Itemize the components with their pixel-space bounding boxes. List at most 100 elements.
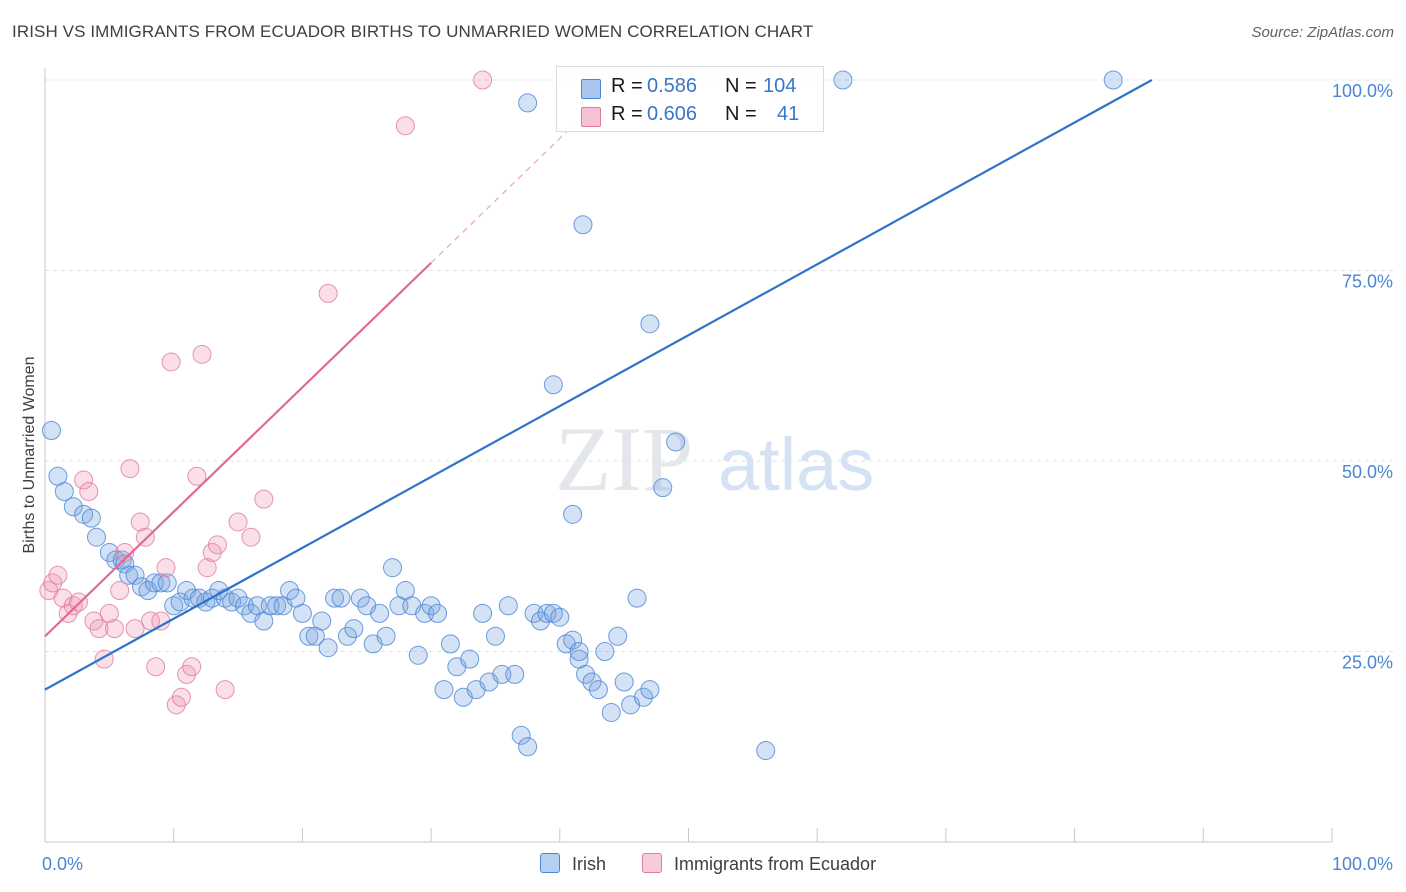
y-tick-label: 100.0% bbox=[1332, 81, 1393, 101]
irish-point bbox=[267, 596, 287, 616]
irish-point bbox=[640, 680, 660, 700]
irish-point bbox=[119, 565, 139, 585]
bottom-legend-ecuador[interactable]: Immigrants from Ecuador bbox=[642, 853, 876, 875]
ecuador-point bbox=[135, 527, 155, 547]
irish-point bbox=[608, 626, 628, 646]
ecuador-point bbox=[104, 619, 124, 639]
ecuador-point bbox=[89, 619, 109, 639]
ecuador-point bbox=[197, 558, 217, 578]
ecuador-trend-line bbox=[44, 262, 432, 638]
irish-point bbox=[595, 642, 615, 661]
ecuador-point bbox=[130, 512, 150, 532]
ecuador-point bbox=[63, 596, 83, 616]
irish-point bbox=[653, 478, 673, 498]
legend-n-value: 104 bbox=[763, 75, 797, 97]
irish-point bbox=[376, 626, 396, 646]
ticks-layer: 25.0% 50.0% 75.0% 100.0% 0.0% 100.0% bbox=[42, 81, 1393, 874]
irish-point bbox=[633, 687, 653, 707]
legend-swatch-ecuador bbox=[642, 853, 662, 873]
irish-point bbox=[228, 588, 248, 608]
irish-point bbox=[524, 603, 544, 623]
irish-point bbox=[588, 680, 608, 700]
ecuador-point bbox=[74, 470, 94, 490]
ecuador-point bbox=[141, 611, 161, 631]
irish-point bbox=[563, 630, 583, 650]
legend-swatch-irish bbox=[581, 79, 601, 99]
ecuador-point bbox=[156, 558, 176, 578]
ecuador-point bbox=[110, 581, 130, 601]
irish-point bbox=[344, 619, 364, 639]
irish-point bbox=[370, 603, 390, 623]
legend-r-label: R = bbox=[611, 103, 643, 125]
trend-layer bbox=[44, 79, 1153, 691]
ecuador-point bbox=[207, 535, 227, 555]
irish-point bbox=[627, 588, 647, 608]
irish-point bbox=[498, 596, 518, 616]
irish-point bbox=[756, 741, 776, 761]
chart-title: IRISH VS IMMIGRANTS FROM ECUADOR BIRTHS … bbox=[12, 22, 814, 41]
irish-point bbox=[299, 626, 319, 646]
irish-point bbox=[518, 737, 538, 757]
ecuador-point bbox=[215, 680, 235, 700]
y-axis-label: Births to Unmarried Women bbox=[21, 356, 38, 554]
irish-trend-line bbox=[44, 79, 1153, 691]
watermark-atlas: atlas bbox=[718, 423, 874, 506]
x-tick-label: 100.0% bbox=[1332, 854, 1393, 874]
legend-r-value: 0.586 bbox=[647, 75, 698, 97]
watermark: ZIP atlas bbox=[555, 408, 874, 510]
ecuador-point bbox=[151, 611, 171, 631]
irish-point bbox=[518, 93, 538, 113]
irish-point bbox=[415, 603, 435, 623]
irish-point bbox=[550, 607, 570, 627]
irish-point bbox=[543, 375, 563, 395]
source-label: Source: ZipAtlas.com bbox=[1251, 24, 1394, 41]
irish-point bbox=[473, 603, 493, 623]
irish-point bbox=[569, 642, 589, 661]
irish-point bbox=[151, 573, 171, 593]
irish-point bbox=[434, 680, 454, 700]
y-tick-label: 50.0% bbox=[1342, 462, 1393, 482]
bottom-legend-label: Immigrants from Ecuador bbox=[674, 854, 877, 874]
ecuador-point bbox=[187, 466, 207, 486]
ecuador-point bbox=[53, 588, 73, 608]
ecuador-point bbox=[192, 344, 212, 364]
irish-point bbox=[511, 725, 531, 745]
irish-point bbox=[573, 215, 593, 235]
irish-point bbox=[440, 634, 460, 654]
irish-point bbox=[325, 588, 345, 608]
irish-point bbox=[125, 565, 145, 585]
irish-point bbox=[144, 573, 164, 593]
irish-point bbox=[280, 581, 300, 601]
legend-r-value: 0.606 bbox=[647, 103, 698, 125]
legend-row-ecuador: R = 0.606 N = 41 bbox=[557, 100, 823, 130]
legend-swatch-irish bbox=[540, 853, 560, 873]
y-tick-label: 25.0% bbox=[1342, 653, 1393, 673]
irish-point bbox=[292, 603, 312, 623]
ecuador-point bbox=[254, 489, 274, 509]
irish-point bbox=[234, 596, 254, 616]
irish-point bbox=[54, 481, 74, 501]
x-tick-label: 0.0% bbox=[42, 854, 83, 874]
ecuador-point bbox=[395, 116, 415, 136]
irish-point bbox=[81, 508, 101, 528]
irish-point bbox=[170, 592, 190, 612]
irish-point bbox=[833, 70, 853, 90]
ecuador-point bbox=[473, 70, 493, 90]
irish-point bbox=[209, 581, 229, 601]
ecuador-point bbox=[115, 542, 135, 562]
irish-point bbox=[537, 603, 557, 623]
ecuador-point bbox=[125, 619, 145, 639]
grid-layer bbox=[45, 79, 1395, 652]
irish-point bbox=[666, 432, 686, 452]
legend-n-label: N = bbox=[725, 103, 757, 125]
y-tick-label: 75.0% bbox=[1342, 272, 1393, 292]
irish-point bbox=[1103, 70, 1123, 90]
bottom-legend-irish[interactable]: Irish bbox=[540, 853, 606, 875]
irish-point bbox=[86, 527, 106, 547]
irish-point bbox=[350, 588, 370, 608]
irish-point bbox=[505, 664, 525, 684]
irish-point bbox=[337, 626, 357, 646]
ecuador-point bbox=[171, 687, 191, 707]
irish-point bbox=[563, 504, 583, 524]
